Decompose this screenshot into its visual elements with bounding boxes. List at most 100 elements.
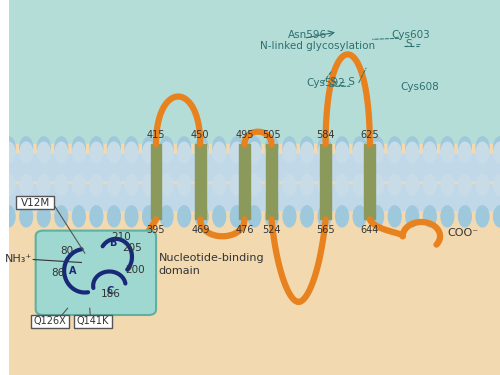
Ellipse shape bbox=[424, 142, 436, 163]
Bar bbox=[8, 0, 500, 144]
Ellipse shape bbox=[406, 206, 418, 227]
Ellipse shape bbox=[125, 206, 138, 227]
Text: C: C bbox=[106, 286, 114, 296]
Ellipse shape bbox=[55, 206, 68, 227]
Text: 415: 415 bbox=[147, 130, 166, 140]
Bar bbox=[195, 144, 205, 219]
Ellipse shape bbox=[353, 142, 366, 163]
Ellipse shape bbox=[178, 174, 190, 195]
Text: NH₃⁺: NH₃⁺ bbox=[5, 255, 32, 264]
Text: Cys592: Cys592 bbox=[306, 78, 345, 88]
Text: 210: 210 bbox=[111, 232, 130, 242]
Ellipse shape bbox=[90, 137, 103, 158]
Ellipse shape bbox=[458, 137, 471, 158]
Ellipse shape bbox=[283, 174, 296, 195]
Text: 450: 450 bbox=[191, 130, 210, 140]
Ellipse shape bbox=[441, 174, 454, 195]
Ellipse shape bbox=[108, 137, 120, 158]
Bar bbox=[320, 144, 331, 219]
Ellipse shape bbox=[160, 206, 173, 227]
Ellipse shape bbox=[2, 206, 15, 227]
Text: Q141K: Q141K bbox=[76, 316, 109, 326]
Bar bbox=[8, 154, 500, 180]
Ellipse shape bbox=[213, 206, 226, 227]
Text: 584: 584 bbox=[316, 130, 335, 140]
Ellipse shape bbox=[196, 142, 208, 163]
Ellipse shape bbox=[90, 206, 103, 227]
Ellipse shape bbox=[213, 142, 226, 163]
Ellipse shape bbox=[108, 174, 120, 195]
Ellipse shape bbox=[72, 142, 85, 163]
Ellipse shape bbox=[371, 206, 384, 227]
Text: Q126X: Q126X bbox=[34, 316, 66, 326]
Ellipse shape bbox=[196, 206, 208, 227]
FancyBboxPatch shape bbox=[16, 196, 54, 209]
Text: 80: 80 bbox=[60, 246, 73, 256]
Text: COO⁻: COO⁻ bbox=[448, 228, 478, 238]
Ellipse shape bbox=[424, 174, 436, 195]
Ellipse shape bbox=[441, 206, 454, 227]
Ellipse shape bbox=[142, 174, 156, 195]
Ellipse shape bbox=[318, 206, 331, 227]
Bar bbox=[364, 144, 375, 219]
Ellipse shape bbox=[266, 142, 278, 163]
Ellipse shape bbox=[353, 137, 366, 158]
Ellipse shape bbox=[248, 137, 260, 158]
Text: Cys603: Cys603 bbox=[391, 30, 430, 39]
Ellipse shape bbox=[248, 142, 260, 163]
Ellipse shape bbox=[38, 142, 50, 163]
Ellipse shape bbox=[424, 206, 436, 227]
Ellipse shape bbox=[2, 142, 15, 163]
Ellipse shape bbox=[406, 142, 418, 163]
Ellipse shape bbox=[38, 206, 50, 227]
Ellipse shape bbox=[300, 174, 314, 195]
Ellipse shape bbox=[178, 206, 190, 227]
Text: Asn596: Asn596 bbox=[288, 30, 327, 39]
Bar bbox=[266, 144, 277, 219]
Ellipse shape bbox=[72, 137, 85, 158]
Ellipse shape bbox=[213, 174, 226, 195]
Ellipse shape bbox=[406, 137, 418, 158]
Ellipse shape bbox=[90, 142, 103, 163]
Ellipse shape bbox=[55, 137, 68, 158]
Ellipse shape bbox=[178, 137, 190, 158]
Ellipse shape bbox=[20, 174, 32, 195]
Ellipse shape bbox=[353, 206, 366, 227]
Ellipse shape bbox=[90, 174, 103, 195]
Bar bbox=[8, 184, 500, 210]
Ellipse shape bbox=[441, 137, 454, 158]
Ellipse shape bbox=[142, 137, 156, 158]
Text: 644: 644 bbox=[360, 225, 379, 235]
Text: 495: 495 bbox=[235, 130, 254, 140]
Ellipse shape bbox=[125, 174, 138, 195]
Ellipse shape bbox=[371, 142, 384, 163]
Ellipse shape bbox=[388, 142, 401, 163]
Ellipse shape bbox=[353, 174, 366, 195]
Ellipse shape bbox=[72, 206, 85, 227]
Ellipse shape bbox=[336, 206, 348, 227]
Text: V12M: V12M bbox=[20, 198, 50, 207]
Ellipse shape bbox=[406, 174, 418, 195]
Ellipse shape bbox=[108, 206, 120, 227]
Ellipse shape bbox=[38, 174, 50, 195]
Ellipse shape bbox=[388, 206, 401, 227]
Text: 395: 395 bbox=[147, 225, 166, 235]
Ellipse shape bbox=[476, 137, 489, 158]
Ellipse shape bbox=[248, 206, 260, 227]
Ellipse shape bbox=[230, 137, 243, 158]
Ellipse shape bbox=[458, 142, 471, 163]
Ellipse shape bbox=[196, 174, 208, 195]
Ellipse shape bbox=[476, 174, 489, 195]
Text: B: B bbox=[110, 238, 117, 248]
Text: 565: 565 bbox=[316, 225, 335, 235]
Text: Nucleotide-binding
domain: Nucleotide-binding domain bbox=[158, 253, 264, 276]
Ellipse shape bbox=[108, 142, 120, 163]
Text: 186: 186 bbox=[100, 290, 120, 299]
Text: 469: 469 bbox=[191, 225, 210, 235]
Ellipse shape bbox=[494, 137, 500, 158]
Text: 524: 524 bbox=[262, 225, 281, 235]
Text: 476: 476 bbox=[235, 225, 254, 235]
Bar bbox=[8, 144, 500, 375]
Ellipse shape bbox=[318, 174, 331, 195]
Ellipse shape bbox=[38, 137, 50, 158]
